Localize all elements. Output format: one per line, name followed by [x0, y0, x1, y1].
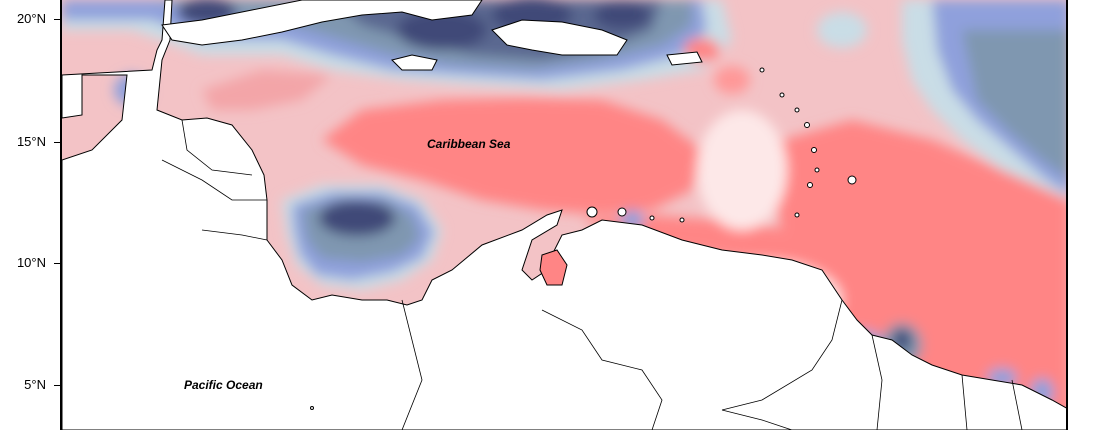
lat-tick-10n	[54, 263, 60, 264]
lat-label-15n: 15°N	[16, 134, 46, 149]
country-borders	[161, 119, 1023, 430]
anomaly-map: Caribbean Sea Pacific Ocean	[62, 0, 1066, 430]
right-margin	[1068, 0, 1100, 430]
lat-label-10n: 10°N	[16, 255, 46, 270]
land-masses	[62, 0, 1066, 430]
pacific-ocean-label: Pacific Ocean	[184, 378, 263, 392]
latitude-axis: 20°N 15°N 10°N 5°N	[0, 0, 60, 430]
lat-tick-20n	[54, 19, 60, 20]
lake-maracaibo	[539, 249, 568, 286]
lat-label-20n: 20°N	[16, 11, 46, 26]
map-panel: Caribbean Sea Pacific Ocean	[60, 0, 1068, 430]
lat-tick-15n	[54, 142, 60, 143]
lat-tick-5n	[54, 385, 60, 386]
lat-label-5n: 5°N	[24, 377, 46, 392]
caribbean-sea-label: Caribbean Sea	[427, 137, 511, 151]
